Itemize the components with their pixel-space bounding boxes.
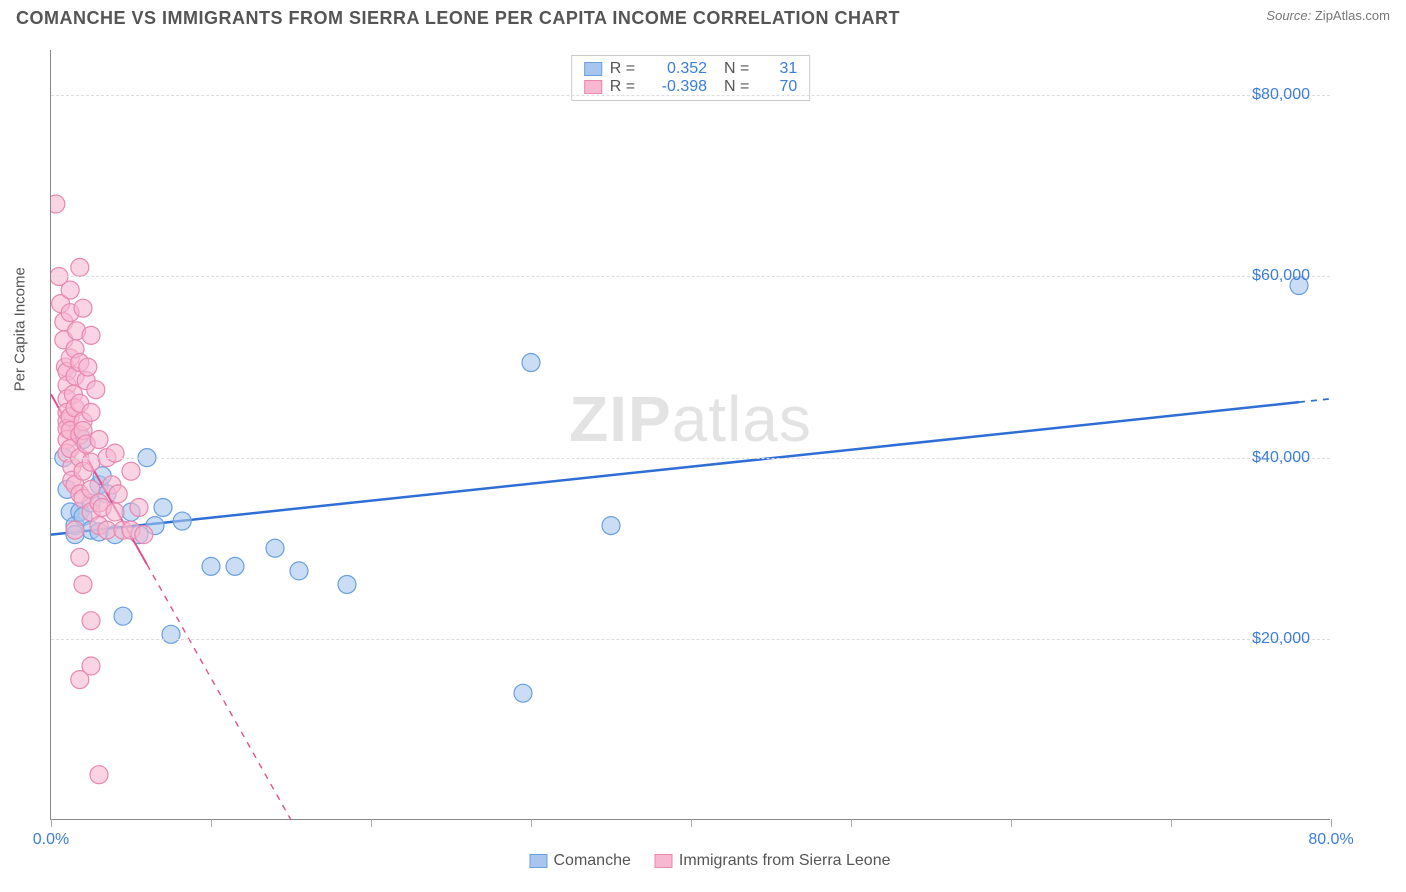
data-point — [90, 431, 108, 449]
data-point — [202, 557, 220, 575]
gridline — [51, 639, 1330, 640]
data-point — [514, 684, 532, 702]
x-tick — [371, 819, 372, 827]
data-point — [106, 444, 124, 462]
y-axis-label: Per Capita Income — [12, 267, 29, 391]
x-tick — [211, 819, 212, 827]
data-point — [71, 258, 89, 276]
legend-label: Immigrants from Sierra Leone — [679, 852, 891, 870]
data-point — [74, 299, 92, 317]
data-point — [290, 562, 308, 580]
data-point — [71, 548, 89, 566]
x-tick — [51, 819, 52, 827]
x-tick — [1171, 819, 1172, 827]
chart-area: Per Capita Income ZIPatlas R =0.352 N =3… — [50, 50, 1370, 840]
data-point — [98, 521, 116, 539]
legend-item: Immigrants from Sierra Leone — [655, 852, 891, 870]
data-point — [114, 607, 132, 625]
data-point — [90, 766, 108, 784]
data-point — [82, 612, 100, 630]
legend-swatch — [529, 854, 547, 868]
legend-swatch — [655, 854, 673, 868]
scatter-svg — [51, 50, 1331, 820]
x-tick — [1011, 819, 1012, 827]
gridline — [51, 95, 1330, 96]
x-tick — [851, 819, 852, 827]
data-point — [106, 503, 124, 521]
data-point — [338, 575, 356, 593]
x-tick — [1331, 819, 1332, 827]
data-point — [79, 358, 97, 376]
x-tick-label: 80.0% — [1308, 831, 1353, 849]
data-point — [61, 281, 79, 299]
data-point — [173, 512, 191, 530]
data-point — [74, 575, 92, 593]
trendline-dashed — [1299, 399, 1331, 402]
data-point — [226, 557, 244, 575]
gridline — [51, 276, 1330, 277]
data-point — [154, 498, 172, 516]
data-point — [66, 521, 84, 539]
series-legend: Comanche Immigrants from Sierra Leone — [529, 852, 890, 870]
legend-item: Comanche — [529, 852, 630, 870]
y-tick-label: $40,000 — [1252, 449, 1310, 467]
data-point — [109, 485, 127, 503]
trendline — [51, 402, 1299, 534]
data-point — [130, 498, 148, 516]
x-tick — [531, 819, 532, 827]
data-point — [82, 403, 100, 421]
x-tick — [691, 819, 692, 827]
data-point — [135, 526, 153, 544]
data-point — [522, 354, 540, 372]
data-point — [82, 453, 100, 471]
data-point — [87, 381, 105, 399]
chart-title: COMANCHE VS IMMIGRANTS FROM SIERRA LEONE… — [16, 8, 900, 29]
chart-header: COMANCHE VS IMMIGRANTS FROM SIERRA LEONE… — [0, 0, 1406, 37]
plot-region: ZIPatlas R =0.352 N =31R =-0.398 N =70 $… — [50, 50, 1330, 820]
data-point — [162, 625, 180, 643]
data-point — [122, 462, 140, 480]
data-point — [71, 671, 89, 689]
gridline — [51, 458, 1330, 459]
chart-source: Source: ZipAtlas.com — [1266, 8, 1390, 29]
y-tick-label: $20,000 — [1252, 630, 1310, 648]
trendline-dashed — [147, 565, 291, 820]
y-tick-label: $60,000 — [1252, 267, 1310, 285]
data-point — [602, 517, 620, 535]
data-point — [82, 326, 100, 344]
data-point — [51, 195, 65, 213]
data-point — [266, 539, 284, 557]
x-tick-label: 0.0% — [33, 831, 69, 849]
legend-label: Comanche — [553, 852, 630, 870]
y-tick-label: $80,000 — [1252, 86, 1310, 104]
